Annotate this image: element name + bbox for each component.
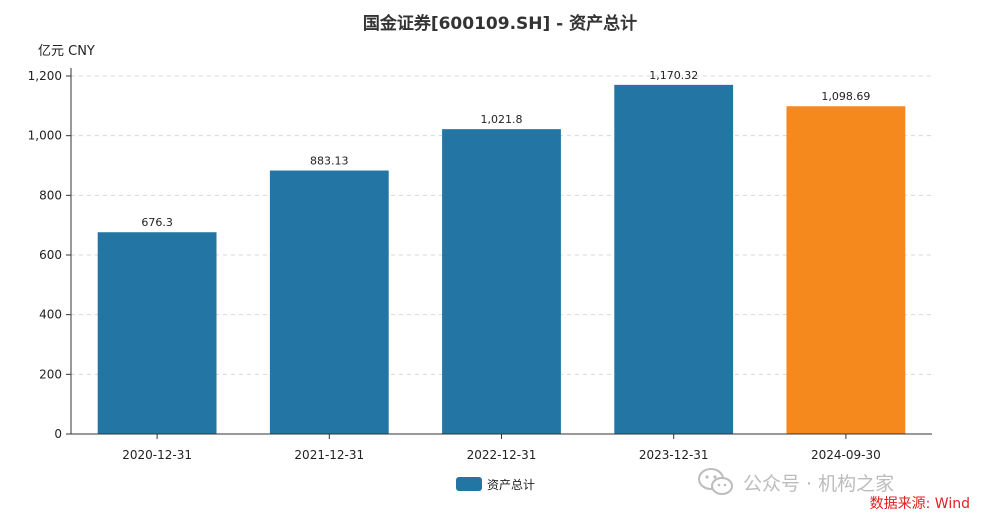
wechat-icon (698, 468, 733, 495)
bar[interactable] (97, 232, 217, 434)
data-label: 1,021.8 (481, 113, 523, 126)
source-note: 数据来源: Wind (869, 496, 970, 512)
y-axis-ticks: 0 200 400 600 800 1,000 1,200 (28, 69, 71, 441)
x-tick-label: 2023-12-31 (639, 448, 709, 462)
x-tick-label: 2020-12-31 (122, 448, 192, 462)
y-tick-label: 400 (39, 308, 62, 322)
watermark-text: 公众号 · 机构之家 (743, 472, 895, 495)
x-tick-label: 2024-09-30 (811, 448, 881, 462)
watermark: 公众号 · 机构之家 (697, 466, 894, 498)
y-tick-label: 800 (39, 188, 62, 202)
legend-label: 资产总计 (487, 478, 535, 492)
y-tick-label: 1,200 (28, 69, 62, 83)
x-axis-ticks: 2020-12-31 2021-12-31 2022-12-31 2023-12-31… (122, 434, 881, 462)
x-tick-label: 2021-12-31 (294, 448, 364, 462)
data-label: 1,098.69 (821, 90, 870, 103)
bar[interactable] (442, 129, 561, 434)
data-label: 676.3 (141, 216, 173, 229)
data-label: 883.13 (310, 155, 349, 168)
x-tick-label: 2022-12-31 (467, 448, 537, 462)
y-tick-label: 600 (39, 248, 62, 262)
bar[interactable] (786, 106, 906, 434)
bar[interactable] (269, 170, 389, 434)
data-label: 1,170.32 (649, 69, 698, 82)
legend-swatch (456, 477, 482, 491)
y-tick-label: 1,000 (28, 129, 62, 143)
chart-title: 国金证券[600109.SH] - 资产总计 (363, 13, 637, 34)
y-tick-label: 200 (39, 367, 62, 381)
y-tick-label: 0 (54, 427, 62, 441)
data-labels: 676.3 883.13 1,021.8 1,170.32 1,098.69 (141, 69, 870, 229)
bars (97, 84, 906, 435)
bar[interactable] (614, 84, 734, 435)
legend[interactable]: 资产总计 (456, 477, 535, 492)
y-axis-unit-label: 亿元 CNY (38, 44, 95, 59)
